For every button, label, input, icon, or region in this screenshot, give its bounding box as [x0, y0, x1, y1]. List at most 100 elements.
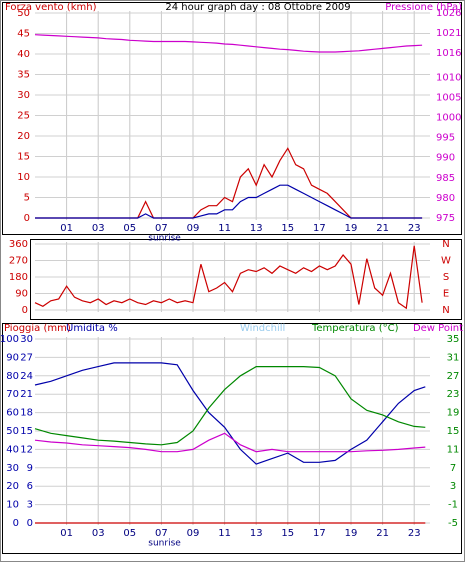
- y2-tick-label: 995: [436, 133, 455, 144]
- y3-tick-label: 24: [20, 371, 33, 382]
- x-tick-label: 15: [281, 223, 294, 234]
- y-tick-label: 0: [22, 305, 28, 316]
- x-tick-label: 03: [92, 223, 105, 234]
- y2-tick-label: 1000: [436, 113, 461, 124]
- y-tick-label: 5: [24, 193, 30, 204]
- y3-tick-label: 18: [20, 408, 33, 419]
- y2-tick-label: -5: [448, 518, 458, 529]
- y2-tick-label: 1026: [436, 8, 461, 19]
- panel-frame: [2, 2, 462, 235]
- annotation: sunrise: [148, 234, 181, 244]
- data-line: [34, 366, 426, 446]
- y2-tick-label: 3: [450, 481, 456, 492]
- y-tick-label: 45: [17, 29, 30, 40]
- header-label: 24 hour graph day : 08 Ottobre 2009: [165, 2, 350, 13]
- y-tick-label: 0: [24, 213, 30, 224]
- y-tick-label: 180: [9, 272, 28, 283]
- header-label: Pioggia (mm): [4, 323, 71, 334]
- x-tick-label: 01: [60, 223, 73, 234]
- x-tick-label: 17: [313, 528, 326, 539]
- panel-frame: [2, 323, 462, 554]
- x-tick-label: 19: [345, 528, 358, 539]
- x-tick-label: 09: [187, 528, 200, 539]
- y-tick-label: 50: [6, 426, 19, 437]
- y2-tick-label: W: [441, 256, 451, 267]
- panel-frame: [30, 239, 462, 320]
- y2-tick-label: 1016: [436, 48, 461, 59]
- x-tick-label: 23: [408, 528, 421, 539]
- y3-tick-label: 9: [27, 463, 33, 474]
- y3-tick-label: 27: [20, 352, 33, 363]
- y-tick-label: 30: [6, 463, 19, 474]
- y3-tick-label: 12: [20, 444, 33, 455]
- x-tick-label: 19: [345, 223, 358, 234]
- x-tick-label: 11: [218, 528, 231, 539]
- y3-tick-label: 30: [20, 334, 33, 345]
- y-tick-label: 10: [6, 500, 19, 511]
- y3-tick-label: 3: [27, 500, 33, 511]
- y-tick-label: 80: [6, 371, 19, 382]
- x-tick-label: 01: [60, 528, 73, 539]
- y-tick-label: 90: [6, 352, 19, 363]
- data-line: [34, 34, 423, 53]
- y2-tick-label: 990: [436, 153, 455, 164]
- y3-tick-label: 21: [20, 389, 33, 400]
- x-tick-label: 11: [218, 223, 231, 234]
- header-label: Umidita %: [66, 323, 118, 334]
- y-tick-label: 30: [17, 90, 30, 101]
- y-tick-label: 360: [9, 239, 28, 250]
- data-line: [34, 432, 426, 453]
- y-tick-label: 90: [15, 289, 28, 300]
- y-tick-label: 15: [17, 152, 30, 163]
- y-tick-label: 50: [17, 8, 30, 19]
- y2-tick-label: 1021: [436, 28, 461, 39]
- header-label: Dew Point: [413, 323, 463, 334]
- y-tick-label: 60: [6, 408, 19, 419]
- x-tick-label: 15: [281, 528, 294, 539]
- x-tick-label: 05: [123, 528, 136, 539]
- y2-tick-label: 19: [447, 408, 460, 419]
- x-tick-label: 21: [376, 223, 389, 234]
- annotation: sunrise: [148, 539, 181, 549]
- data-line: [35, 184, 423, 219]
- y-tick-label: 0: [13, 518, 19, 529]
- y-tick-label: 100: [0, 334, 19, 345]
- x-tick-label: 21: [376, 528, 389, 539]
- data-line: [34, 245, 423, 310]
- x-tick-label: 23: [408, 223, 421, 234]
- y2-tick-label: S: [443, 272, 449, 283]
- y2-tick-label: 15: [447, 426, 460, 437]
- x-tick-label: 07: [155, 528, 168, 539]
- y2-tick-label: 11: [447, 444, 460, 455]
- y2-tick-label: E: [443, 289, 449, 300]
- header-label: Windchill: [240, 323, 285, 334]
- y-tick-label: 25: [17, 111, 30, 122]
- y2-tick-label: N: [442, 305, 449, 316]
- header-label: Temperatura (°C): [311, 323, 399, 334]
- y-tick-label: 35: [17, 70, 30, 81]
- y3-tick-label: 0: [27, 518, 33, 529]
- y2-tick-label: 27: [447, 371, 460, 382]
- x-tick-label: 03: [92, 528, 105, 539]
- x-tick-label: 07: [155, 223, 168, 234]
- x-tick-label: 09: [187, 223, 200, 234]
- y2-tick-label: 985: [436, 173, 455, 184]
- y2-tick-label: -1: [448, 500, 458, 511]
- y2-tick-label: 980: [436, 193, 455, 204]
- x-tick-label: 13: [250, 223, 263, 234]
- y-tick-label: 20: [6, 481, 19, 492]
- x-tick-label: 17: [313, 223, 326, 234]
- y2-tick-label: 31: [447, 352, 460, 363]
- y2-tick-label: 35: [447, 334, 460, 345]
- y2-tick-label: 7: [450, 463, 456, 474]
- y-tick-label: 40: [17, 49, 30, 60]
- y2-tick-label: 1005: [436, 92, 461, 103]
- y2-tick-label: 1010: [436, 72, 461, 83]
- y-tick-label: 40: [6, 444, 19, 455]
- y-tick-label: 10: [17, 172, 30, 183]
- y2-tick-label: 23: [447, 389, 460, 400]
- y2-tick-label: N: [442, 239, 449, 250]
- header-label: Forza vento (kmh): [5, 2, 97, 13]
